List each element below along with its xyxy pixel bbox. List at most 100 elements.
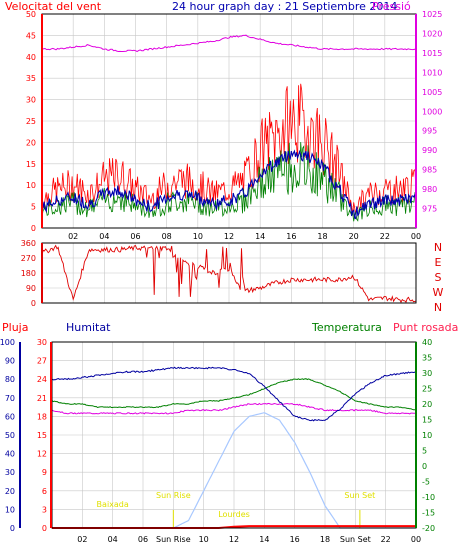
- direction-compass-label: N: [434, 301, 442, 314]
- rain-tick-label: 12: [37, 450, 47, 459]
- temperature-tick-label: 15: [422, 416, 432, 425]
- direction-compass-label: N: [434, 241, 442, 254]
- direction-series: [41, 244, 417, 304]
- rain-tick-label: 3: [42, 505, 47, 514]
- temperature-tick-label: 25: [422, 385, 432, 394]
- wind-gust-series: [41, 142, 417, 222]
- temperature-tick-label: 0: [422, 462, 427, 471]
- wind-left-tick-label: 20: [26, 138, 36, 147]
- legend-temperatura: Temperatura: [312, 321, 382, 334]
- wind-left-tick-label: 0: [31, 224, 36, 233]
- wind-x-tick-label: 02: [68, 232, 78, 241]
- wind-left-tick-label: 15: [26, 160, 36, 169]
- temperature-tick-label: -5: [422, 478, 430, 487]
- direction-left-tick-label: 180: [21, 269, 36, 278]
- temp-x-tick-label: 04: [108, 535, 118, 544]
- temp-x-tick-label: 02: [77, 535, 87, 544]
- temp-x-tick-label: 12: [229, 535, 239, 544]
- direction-compass-label: W: [433, 286, 444, 299]
- legend-pluja: Pluja: [2, 321, 29, 334]
- temp-x-tick-label: 14: [259, 535, 269, 544]
- wind-right-tick-label: 1005: [422, 88, 442, 97]
- humidity-tick-label: 90: [5, 357, 15, 366]
- temperature-tick-label: -10: [422, 493, 435, 502]
- temp-x-tick-label: 16: [290, 535, 300, 544]
- direction-left-tick-label: 360: [21, 239, 36, 248]
- wind-right-tick-label: 975: [422, 205, 437, 214]
- temperature-series: [51, 378, 417, 411]
- wind-x-tick-label: 06: [130, 232, 140, 241]
- rain-tick-label: 15: [37, 431, 47, 440]
- wind-right-tick-label: 1010: [422, 68, 442, 77]
- temperature-tick-label: 5: [422, 447, 427, 456]
- temperature-tick-label: 20: [422, 400, 432, 409]
- wind-right-tick-label: 985: [422, 166, 437, 175]
- header-right: Pressió: [372, 0, 411, 13]
- wind-right-tick-label: 995: [422, 127, 437, 136]
- temperature-tick-label: 40: [422, 338, 432, 347]
- sun-event-label: Sun Set: [344, 491, 375, 500]
- temp-x-tick-label: Sun Rise: [156, 535, 191, 544]
- humidity-tick-label: 30: [5, 468, 15, 477]
- rain-tick-label: 21: [37, 394, 47, 403]
- wind-left-tick-label: 30: [26, 96, 36, 105]
- header-center: 24 hour graph day : 21 Septiembre 2014: [172, 0, 398, 13]
- humidity-tick-label: 40: [5, 450, 15, 459]
- wind-average-series: [41, 149, 417, 220]
- wind-left-tick-label: 40: [26, 53, 36, 62]
- direction-compass-label: E: [435, 256, 442, 269]
- annotation-label: Baixada: [97, 500, 129, 509]
- humidity-tick-label: 50: [5, 431, 15, 440]
- rain-tick-label: 27: [37, 357, 47, 366]
- pressure-series: [41, 34, 417, 53]
- sun-event-label: Sun Rise: [156, 491, 191, 500]
- wind-left-tick-label: 25: [26, 117, 36, 126]
- wind-left-tick-label: 5: [31, 203, 36, 212]
- temperature-tick-label: -20: [422, 524, 435, 533]
- temp-x-tick-label: 06: [138, 535, 148, 544]
- temperature-tick-label: 30: [422, 369, 432, 378]
- humidity-tick-label: 70: [5, 394, 15, 403]
- humidity-tick-label: 60: [5, 412, 15, 421]
- wind-x-tick-label: 00: [411, 232, 421, 241]
- wind-left-tick-label: 35: [26, 74, 36, 83]
- temperature-tick-label: -15: [422, 509, 435, 518]
- temperature-tick-label: 35: [422, 354, 432, 363]
- legend-humitat: Humitat: [66, 321, 111, 334]
- direction-left-tick-label: 90: [26, 284, 36, 293]
- direction-left-tick-label: 270: [21, 254, 36, 263]
- wind-right-tick-label: 990: [422, 146, 437, 155]
- temperature-tick-label: 10: [422, 431, 432, 440]
- legend-punt-rosada: Punt rosada: [393, 321, 459, 334]
- rain-tick-label: 24: [37, 375, 47, 384]
- wind-x-tick-label: 12: [224, 232, 234, 241]
- rain-tick-label: 6: [42, 487, 47, 496]
- wind-speed-series: [41, 83, 417, 215]
- dewpoint-series: [51, 402, 417, 415]
- wind-x-tick-label: 10: [193, 232, 203, 241]
- annotation-label: Lourdes: [218, 510, 250, 519]
- wind-x-tick-label: 04: [99, 232, 109, 241]
- wind-left-tick-label: 45: [26, 31, 36, 40]
- wind-x-tick-label: 20: [349, 232, 359, 241]
- header-left: Velocitat del vent: [5, 0, 102, 13]
- rain-tick-label: 18: [37, 412, 47, 421]
- wind-x-tick-label: 16: [286, 232, 296, 241]
- temp-x-tick-label: 18: [320, 535, 330, 544]
- humidity-tick-label: 20: [5, 487, 15, 496]
- wind-left-tick-label: 50: [26, 10, 36, 19]
- wind-x-tick-label: 14: [255, 232, 265, 241]
- direction-left-tick-label: 0: [31, 299, 36, 308]
- wind-right-tick-label: 1025: [422, 10, 442, 19]
- wind-right-tick-label: 1020: [422, 29, 442, 38]
- wind-left-tick-label: 10: [26, 181, 36, 190]
- temp-x-tick-label: 10: [199, 535, 209, 544]
- direction-compass-label: S: [435, 271, 442, 284]
- rain-tick-label: 9: [42, 468, 47, 477]
- humidity-tick-label: 100: [0, 338, 15, 347]
- humidity-tick-label: 10: [5, 505, 15, 514]
- wind-right-tick-label: 980: [422, 185, 437, 194]
- temp-x-tick-label: 22: [381, 535, 391, 544]
- humidity-tick-label: 0: [10, 524, 15, 533]
